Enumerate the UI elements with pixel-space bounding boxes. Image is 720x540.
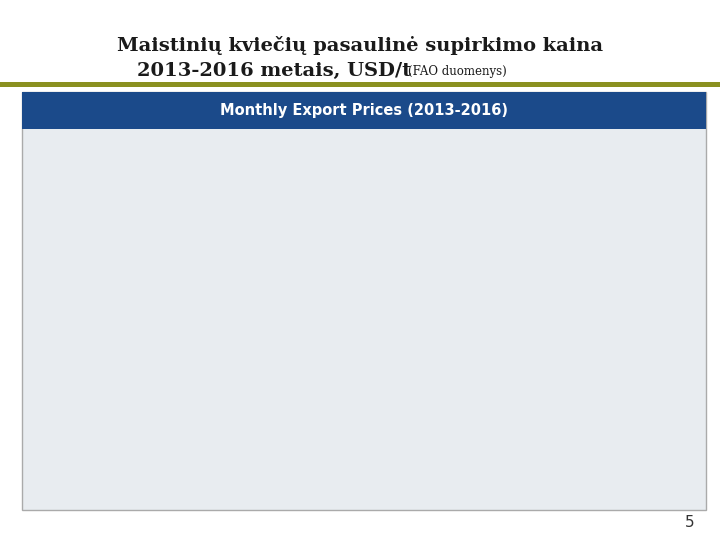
- Bar: [321, 154, 346, 489]
- Text: Maistinių kviečių pasaulinė supirkimo kaina: Maistinių kviečių pasaulinė supirkimo ka…: [117, 36, 603, 56]
- Text: USD/tonne: USD/tonne: [398, 119, 451, 129]
- Text: (US No.2 Yellow): (US No.2 Yellow): [472, 125, 557, 136]
- Bar: [224, 154, 248, 489]
- Bar: [417, 154, 441, 489]
- Text: 2015: 2015: [429, 407, 459, 417]
- Text: 2014: 2014: [297, 315, 328, 325]
- Text: 2013: 2013: [526, 261, 557, 271]
- Bar: [465, 154, 490, 489]
- Bar: [127, 154, 151, 489]
- Bar: [176, 154, 200, 489]
- Text: WHEAT: WHEAT: [148, 96, 204, 110]
- Text: 5: 5: [685, 515, 695, 530]
- Bar: [611, 154, 635, 489]
- Text: Monthly Export Prices (2013-2016): Monthly Export Prices (2013-2016): [220, 103, 508, 118]
- Bar: [660, 154, 684, 489]
- Text: (FAO duomenys): (FAO duomenys): [408, 65, 507, 78]
- Bar: [562, 154, 587, 489]
- Text: (US No. 2 H.R.W.): (US No. 2 H.R.W.): [132, 125, 221, 136]
- Text: 2014: 2014: [461, 325, 492, 334]
- Text: 2016: 2016: [146, 468, 177, 478]
- Text: USD/tonne: USD/tonne: [60, 119, 112, 129]
- Bar: [78, 154, 103, 489]
- Text: 2013-2016 metais, USD/t: 2013-2016 metais, USD/t: [137, 62, 410, 80]
- Bar: [514, 154, 538, 489]
- Text: 2016: 2016: [477, 452, 508, 462]
- Bar: [273, 154, 297, 489]
- Text: MAIZE: MAIZE: [490, 96, 539, 110]
- Text: 2013: 2013: [297, 264, 328, 274]
- Text: 2015: 2015: [268, 425, 299, 435]
